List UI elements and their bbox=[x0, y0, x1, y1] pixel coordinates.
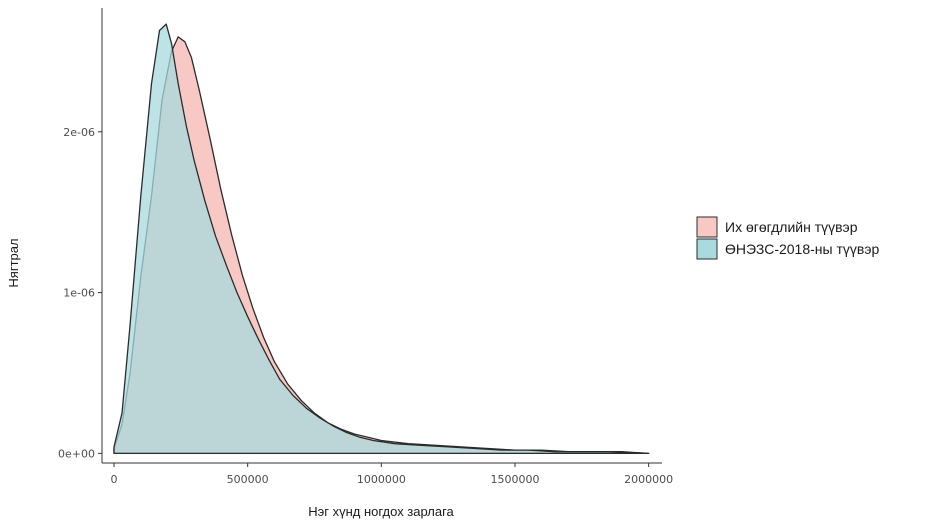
x-axis-title: Нэг хүнд ногдох зарлага bbox=[308, 504, 454, 519]
x-tick-label: 1500000 bbox=[490, 473, 539, 486]
y-axis-title: Нягтрал bbox=[6, 238, 21, 287]
y-axis-ticks: 0e+00 1e-06 2e-06 bbox=[58, 126, 102, 460]
x-tick-label: 500000 bbox=[227, 473, 269, 486]
legend: Их өгөгдлийн түүвэр ӨНЭЗС-2018-ны түүвэр bbox=[696, 216, 879, 260]
legend-key-series-1 bbox=[696, 216, 718, 238]
x-tick-label: 2000000 bbox=[624, 473, 673, 486]
x-tick-label: 0 bbox=[111, 473, 118, 486]
legend-label-series-1: Их өгөгдлийн түүвэр bbox=[725, 219, 858, 235]
density-area-series-2 bbox=[113, 23, 650, 455]
y-tick-label: 0e+00 bbox=[58, 447, 95, 460]
legend-label-series-2: ӨНЭЗС-2018-ны түүвэр bbox=[725, 241, 879, 257]
plot-series bbox=[113, 23, 650, 455]
legend-key-series-2 bbox=[696, 238, 718, 260]
x-axis-ticks: 0 500000 1000000 1500000 2000000 bbox=[111, 463, 673, 486]
y-tick-label: 2e-06 bbox=[63, 126, 95, 139]
y-tick-label: 1e-06 bbox=[63, 287, 95, 300]
x-tick-label: 1000000 bbox=[357, 473, 406, 486]
